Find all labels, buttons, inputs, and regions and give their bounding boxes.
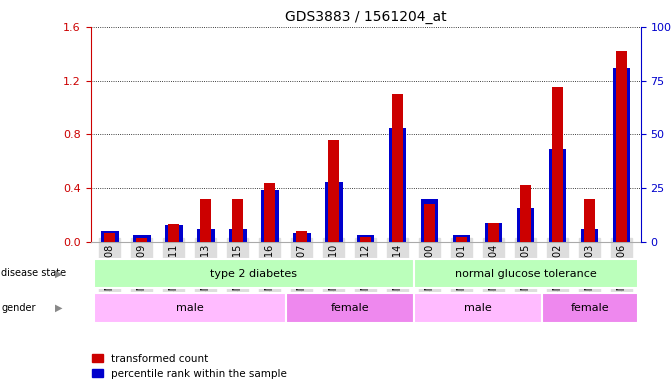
Text: normal glucose tolerance: normal glucose tolerance xyxy=(455,268,597,279)
Bar xyxy=(133,235,150,242)
Bar xyxy=(616,51,627,242)
Legend: transformed count, percentile rank within the sample: transformed count, percentile rank withi… xyxy=(93,354,287,379)
Bar xyxy=(360,237,371,242)
Bar xyxy=(104,233,115,242)
Text: ▶: ▶ xyxy=(55,303,62,313)
Bar xyxy=(261,190,278,242)
Bar xyxy=(197,229,215,242)
Text: female: female xyxy=(570,303,609,313)
Bar xyxy=(421,199,438,242)
Bar xyxy=(584,199,595,242)
Bar xyxy=(200,199,211,242)
Bar xyxy=(94,259,414,288)
Bar xyxy=(165,225,183,242)
Bar xyxy=(357,235,374,242)
Text: gender: gender xyxy=(1,303,36,313)
Bar xyxy=(232,199,244,242)
Bar xyxy=(229,229,246,242)
Text: female: female xyxy=(330,303,369,313)
Text: disease state: disease state xyxy=(1,268,66,278)
Bar xyxy=(293,233,311,242)
Bar xyxy=(286,293,414,323)
Bar xyxy=(453,235,470,242)
Text: ▶: ▶ xyxy=(55,268,62,278)
Bar xyxy=(520,185,531,242)
Bar xyxy=(392,94,403,242)
Bar xyxy=(328,140,340,242)
Bar xyxy=(296,231,307,242)
Bar xyxy=(264,183,275,242)
Bar xyxy=(541,293,637,323)
Bar xyxy=(414,293,541,323)
Text: male: male xyxy=(176,303,203,313)
Bar xyxy=(613,68,631,242)
Text: type 2 diabetes: type 2 diabetes xyxy=(210,268,297,279)
Bar xyxy=(168,224,179,242)
Bar xyxy=(94,293,286,323)
Bar xyxy=(549,149,566,242)
Bar xyxy=(488,223,499,242)
Bar xyxy=(552,88,563,242)
Bar xyxy=(325,182,342,242)
Bar xyxy=(485,223,503,242)
Bar xyxy=(424,204,435,242)
Bar xyxy=(136,238,148,242)
Bar xyxy=(581,229,599,242)
Title: GDS3883 / 1561204_at: GDS3883 / 1561204_at xyxy=(285,10,446,25)
Bar xyxy=(389,128,407,242)
Bar xyxy=(414,259,637,288)
Bar xyxy=(101,231,119,242)
Bar xyxy=(517,207,534,242)
Bar xyxy=(456,237,467,242)
Text: male: male xyxy=(464,303,492,313)
